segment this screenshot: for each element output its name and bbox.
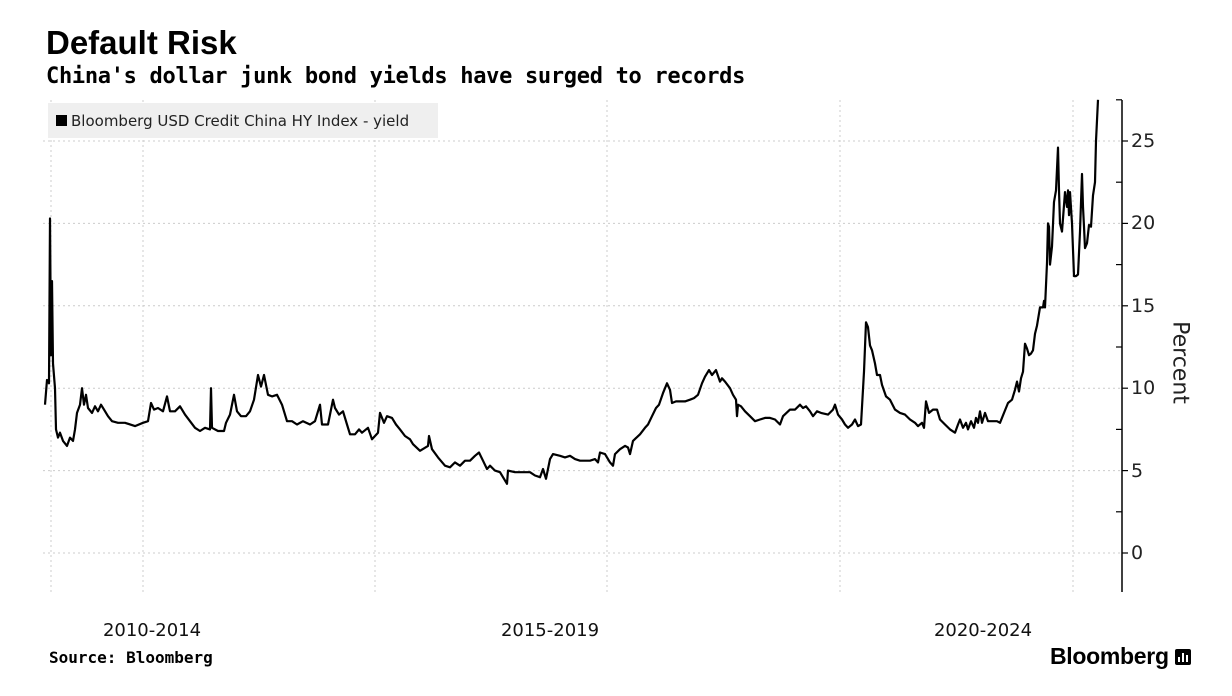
x-period-label: 2020-2024 xyxy=(933,620,1033,641)
bloomberg-logo: Bloomberg xyxy=(1050,643,1191,670)
y-tick-label: 0 xyxy=(1131,542,1144,564)
y-axis-label: Percent xyxy=(1167,321,1193,404)
y-tick-label: 15 xyxy=(1131,294,1156,317)
legend-swatch-icon xyxy=(56,115,67,126)
chart-title: Default Risk xyxy=(46,24,237,61)
source-note: Source: Bloomberg xyxy=(49,648,213,667)
gridlines xyxy=(43,100,1122,592)
series-line-china-hy-yield xyxy=(43,99,1100,485)
x-period-label: 2010-2014 xyxy=(102,620,202,641)
x-period-label: 2015-2019 xyxy=(500,620,600,641)
y-tick-label: 25 xyxy=(1131,130,1156,152)
legend: Bloomberg USD Credit China HY Index - yi… xyxy=(48,103,438,138)
chart-subtitle: China's dollar junk bond yields have sur… xyxy=(46,64,746,89)
brand-name: Bloomberg xyxy=(1050,643,1169,669)
y-tick-label: 10 xyxy=(1131,377,1156,400)
y-axis-ticks xyxy=(1116,99,1128,554)
bloomberg-chart-icon xyxy=(1174,648,1191,665)
y-tick-label: 5 xyxy=(1131,459,1144,482)
legend-label: Bloomberg USD Credit China HY Index - yi… xyxy=(71,111,410,130)
y-tick-label: 20 xyxy=(1131,212,1156,235)
